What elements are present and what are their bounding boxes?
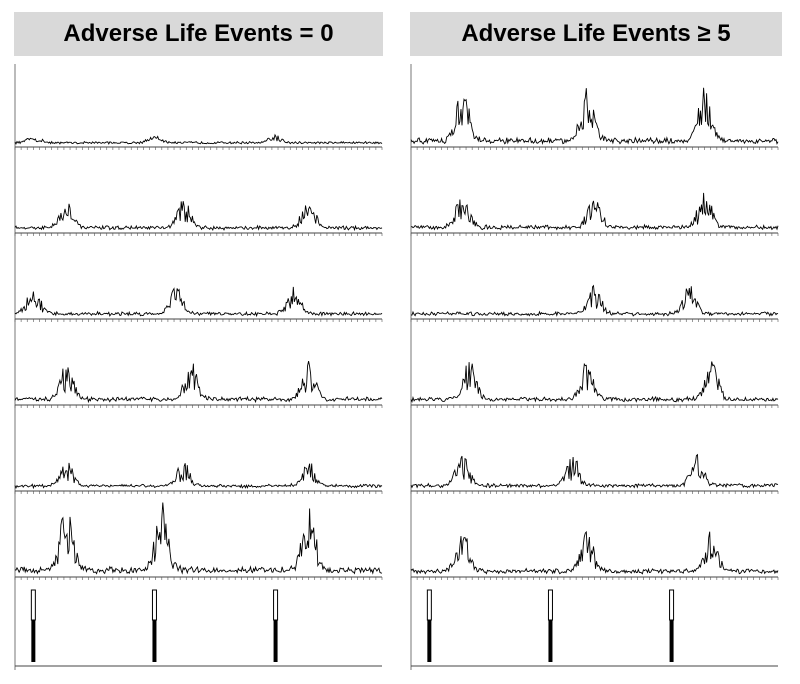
trace-line <box>410 192 779 231</box>
trace-line <box>410 87 779 145</box>
trace-line <box>411 284 779 317</box>
trace-line <box>410 453 779 489</box>
trace-line <box>410 361 779 403</box>
trace-line <box>14 133 383 145</box>
stimulus-marker-outline <box>426 589 432 621</box>
header-adverse-0: Adverse Life Events = 0 <box>14 12 383 56</box>
stimulus-marker <box>427 620 432 662</box>
stimulus-marker-outline <box>30 589 36 621</box>
stimulus-marker <box>273 620 278 662</box>
trace-line <box>14 361 383 404</box>
stimulus-marker <box>669 620 674 662</box>
stimulus-marker <box>548 620 553 662</box>
trace-line <box>14 201 383 232</box>
stimulus-marker <box>152 620 157 662</box>
trace-line <box>14 286 383 318</box>
trace-line <box>410 530 779 575</box>
stimulus-marker-outline <box>151 589 157 621</box>
stimulus-marker-outline <box>669 589 675 621</box>
trace-line <box>14 462 383 490</box>
stimulus-marker <box>31 620 36 662</box>
stimulus-marker-outline <box>273 589 279 621</box>
trace-line <box>15 502 383 575</box>
header-adverse-5plus: Adverse Life Events ≥ 5 <box>410 12 782 56</box>
stimulus-marker-outline <box>547 589 553 621</box>
